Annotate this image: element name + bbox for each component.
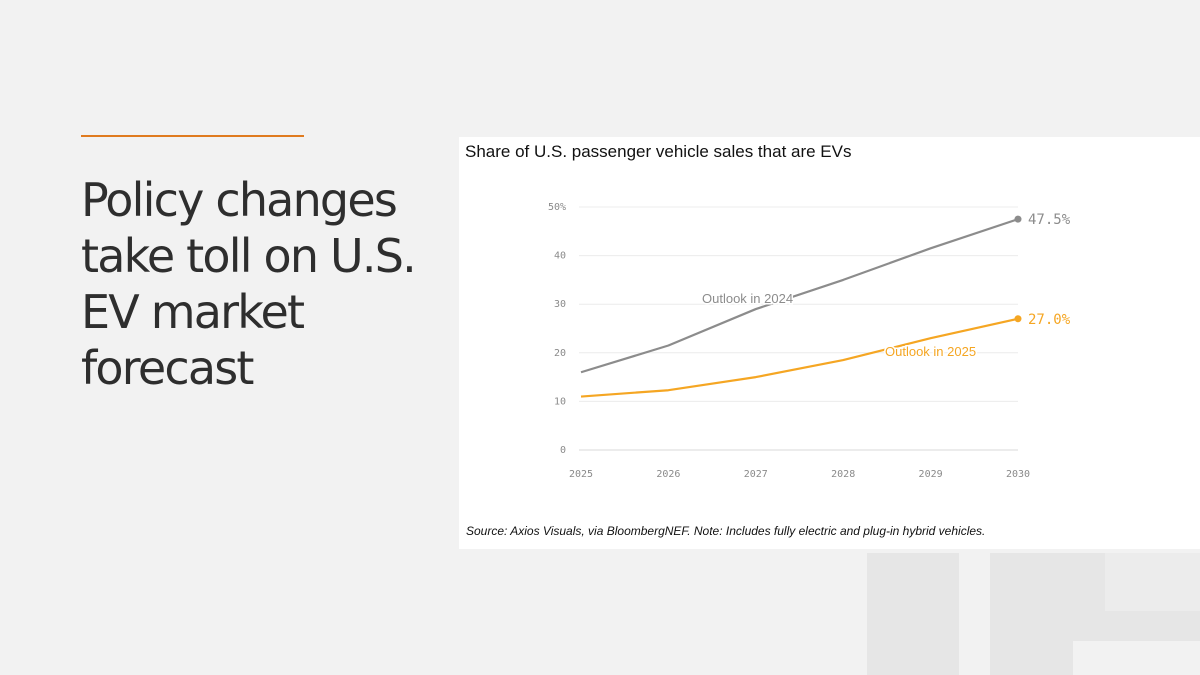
x-tick-label: 2030 [1006, 469, 1030, 480]
series-name-label: Outlook in 2024 [702, 291, 793, 306]
chart-card: Share of U.S. passenger vehicle sales th… [459, 137, 1200, 549]
y-tick-label: 40 [554, 251, 566, 262]
series-end-marker [1014, 315, 1022, 323]
y-tick-label: 30 [554, 299, 566, 310]
series-end-marker [1014, 215, 1022, 223]
series-name-label: Outlook in 2025 [885, 344, 976, 359]
y-tick-label: 20 [554, 348, 566, 359]
slide-title: Policy changes take toll on U.S. EV mark… [81, 173, 417, 395]
x-tick-label: 2028 [831, 469, 855, 480]
series-line [580, 218, 1019, 374]
x-tick-label: 2025 [569, 469, 593, 480]
y-tick-label: 0 [560, 445, 566, 456]
title-accent-rule [81, 135, 304, 137]
source-note: Source: Axios Visuals, via BloombergNEF.… [466, 524, 986, 538]
background-block [990, 553, 1073, 675]
x-tick-label: 2029 [919, 469, 943, 480]
x-tick-label: 2026 [656, 469, 680, 480]
x-tick-label: 2027 [744, 469, 768, 480]
series-line [580, 317, 1019, 398]
background-block [1105, 553, 1200, 611]
y-tick-label: 50% [548, 202, 566, 213]
y-tick-label: 10 [554, 396, 566, 407]
background-block [867, 553, 959, 675]
chart-title: Share of U.S. passenger vehicle sales th… [465, 142, 852, 161]
series-end-label: 47.5% [1028, 212, 1071, 228]
series-end-label: 27.0% [1028, 312, 1071, 328]
